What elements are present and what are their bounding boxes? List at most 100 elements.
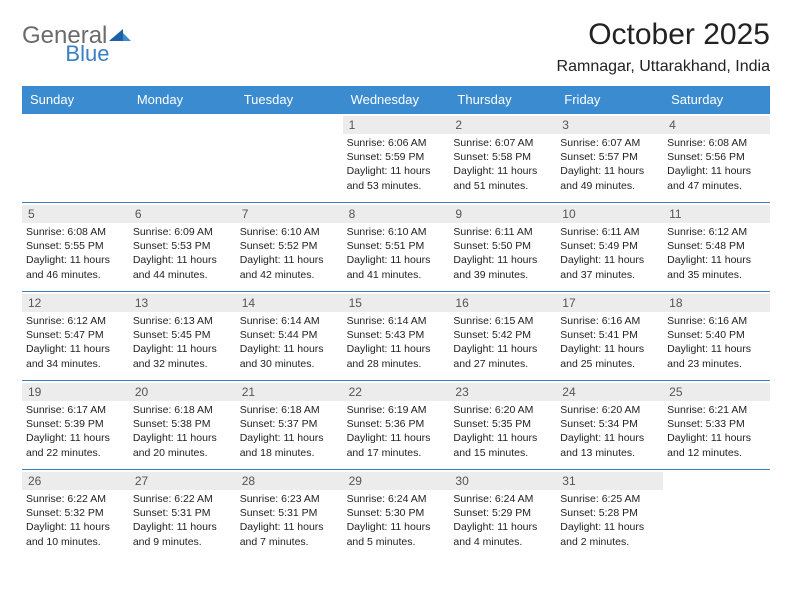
week-row: 12 Sunrise: 6:12 AMSunset: 5:47 PMDayligh… [22, 291, 770, 380]
day-d2: and 47 minutes. [667, 179, 766, 193]
day-d1: Daylight: 11 hours [240, 431, 339, 445]
weekday-wed: Wednesday [343, 86, 450, 114]
day-sr: Sunrise: 6:23 AM [240, 492, 339, 506]
day-details: Sunrise: 6:18 AMSunset: 5:37 PMDaylight:… [240, 403, 339, 460]
day-ss: Sunset: 5:56 PM [667, 150, 766, 164]
day-sr: Sunrise: 6:08 AM [667, 136, 766, 150]
day-number: 14 [236, 294, 343, 312]
weekday-header: Sunday Monday Tuesday Wednesday Thursday… [22, 86, 770, 114]
day-d2: and 41 minutes. [347, 268, 446, 282]
day-d2: and 27 minutes. [453, 357, 552, 371]
day-cell: 7Sunrise: 6:10 AMSunset: 5:52 PMDaylight… [236, 203, 343, 291]
day-cell: 25 Sunrise: 6:21 AMSunset: 5:33 PMDayligh… [663, 381, 770, 469]
day-cell: 18Sunrise: 6:16 AMSunset: 5:40 PMDayligh… [663, 292, 770, 380]
day-d1: Daylight: 11 hours [133, 342, 232, 356]
day-details: Sunrise: 6:16 AMSunset: 5:41 PMDaylight:… [560, 314, 659, 371]
day-sr: Sunrise: 6:25 AM [560, 492, 659, 506]
day-number: 16 [449, 294, 556, 312]
day-d1: Daylight: 11 hours [240, 253, 339, 267]
day-d1: Daylight: 11 hours [667, 342, 766, 356]
day-number: 19 [22, 383, 129, 401]
day-sr: Sunrise: 6:14 AM [347, 314, 446, 328]
day-details: Sunrise: 6:20 AMSunset: 5:35 PMDaylight:… [453, 403, 552, 460]
day-d1: Daylight: 11 hours [453, 253, 552, 267]
day-ss: Sunset: 5:28 PM [560, 506, 659, 520]
day-ss: Sunset: 5:43 PM [347, 328, 446, 342]
day-d2: and 23 minutes. [667, 357, 766, 371]
day-number: 31 [556, 472, 663, 490]
weekday-fri: Friday [556, 86, 663, 114]
day-cell: 11Sunrise: 6:12 AMSunset: 5:48 PMDayligh… [663, 203, 770, 291]
day-details: Sunrise: 6:19 AMSunset: 5:36 PMDaylight:… [347, 403, 446, 460]
weekday-mon: Monday [129, 86, 236, 114]
day-d1: Daylight: 11 hours [667, 164, 766, 178]
day-details: Sunrise: 6:11 AMSunset: 5:49 PMDaylight:… [560, 225, 659, 282]
day-details: Sunrise: 6:24 AMSunset: 5:29 PMDaylight:… [453, 492, 552, 549]
day-number: 15 [343, 294, 450, 312]
day-d1: Daylight: 11 hours [560, 431, 659, 445]
day-details: Sunrise: 6:20 AMSunset: 5:34 PMDaylight:… [560, 403, 659, 460]
day-number: 28 [236, 472, 343, 490]
day-d1: Daylight: 11 hours [347, 431, 446, 445]
day-sr: Sunrise: 6:10 AM [240, 225, 339, 239]
logo-mark-icon [109, 22, 131, 50]
day-ss: Sunset: 5:47 PM [26, 328, 125, 342]
day-cell: 12 Sunrise: 6:12 AMSunset: 5:47 PMDayligh… [22, 292, 129, 380]
day-ss: Sunset: 5:36 PM [347, 417, 446, 431]
day-cell: 26Sunrise: 6:22 AMSunset: 5:32 PMDayligh… [22, 470, 129, 558]
day-ss: Sunset: 5:57 PM [560, 150, 659, 164]
day-details: Sunrise: 6:11 AMSunset: 5:50 PMDaylight:… [453, 225, 552, 282]
day-details: Sunrise: 6:12 AMSunset: 5:48 PMDaylight:… [667, 225, 766, 282]
day-cell: 6Sunrise: 6:09 AMSunset: 5:53 PMDaylight… [129, 203, 236, 291]
day-number: 5 [22, 205, 129, 223]
day-ss: Sunset: 5:39 PM [26, 417, 125, 431]
day-details: Sunrise: 6:21 AMSunset: 5:33 PMDaylight:… [667, 403, 766, 460]
day-details: Sunrise: 6:17 AMSunset: 5:39 PMDaylight:… [26, 403, 125, 460]
day-number: 24 [556, 383, 663, 401]
day-d1: Daylight: 11 hours [453, 520, 552, 534]
day-details: Sunrise: 6:16 AMSunset: 5:40 PMDaylight:… [667, 314, 766, 371]
day-ss: Sunset: 5:31 PM [133, 506, 232, 520]
day-number: 10 [556, 205, 663, 223]
day-sr: Sunrise: 6:11 AM [453, 225, 552, 239]
day-d1: Daylight: 11 hours [453, 164, 552, 178]
day-d2: and 34 minutes. [26, 357, 125, 371]
day-details: Sunrise: 6:22 AMSunset: 5:32 PMDaylight:… [26, 492, 125, 549]
day-details: Sunrise: 6:10 AMSunset: 5:52 PMDaylight:… [240, 225, 339, 282]
day-ss: Sunset: 5:48 PM [667, 239, 766, 253]
day-ss: Sunset: 5:32 PM [26, 506, 125, 520]
day-d2: and 2 minutes. [560, 535, 659, 549]
day-d2: and 7 minutes. [240, 535, 339, 549]
day-sr: Sunrise: 6:20 AM [560, 403, 659, 417]
day-ss: Sunset: 5:59 PM [347, 150, 446, 164]
day-number: 25 [663, 383, 770, 401]
day-details: Sunrise: 6:12 AMSunset: 5:47 PMDaylight:… [26, 314, 125, 371]
day-cell [663, 470, 770, 558]
day-d2: and 13 minutes. [560, 446, 659, 460]
day-cell: 31Sunrise: 6:25 AMSunset: 5:28 PMDayligh… [556, 470, 663, 558]
day-details: Sunrise: 6:15 AMSunset: 5:42 PMDaylight:… [453, 314, 552, 371]
day-d2: and 22 minutes. [26, 446, 125, 460]
week-row: 1Sunrise: 6:06 AMSunset: 5:59 PMDaylight… [22, 114, 770, 202]
day-number: 30 [449, 472, 556, 490]
day-ss: Sunset: 5:38 PM [133, 417, 232, 431]
day-d2: and 32 minutes. [133, 357, 232, 371]
day-ss: Sunset: 5:50 PM [453, 239, 552, 253]
day-d2: and 10 minutes. [26, 535, 125, 549]
day-sr: Sunrise: 6:24 AM [347, 492, 446, 506]
day-sr: Sunrise: 6:21 AM [667, 403, 766, 417]
day-ss: Sunset: 5:45 PM [133, 328, 232, 342]
day-number: 12 [22, 294, 129, 312]
day-details: Sunrise: 6:08 AMSunset: 5:56 PMDaylight:… [667, 136, 766, 193]
day-sr: Sunrise: 6:10 AM [347, 225, 446, 239]
day-d2: and 5 minutes. [347, 535, 446, 549]
day-number: 3 [556, 116, 663, 134]
day-d2: and 17 minutes. [347, 446, 446, 460]
day-number: 13 [129, 294, 236, 312]
day-number: 6 [129, 205, 236, 223]
day-ss: Sunset: 5:31 PM [240, 506, 339, 520]
day-ss: Sunset: 5:34 PM [560, 417, 659, 431]
day-d2: and 53 minutes. [347, 179, 446, 193]
day-ss: Sunset: 5:58 PM [453, 150, 552, 164]
day-ss: Sunset: 5:51 PM [347, 239, 446, 253]
